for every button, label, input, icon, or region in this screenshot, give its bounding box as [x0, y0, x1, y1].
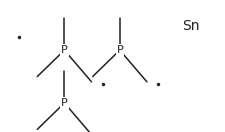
Text: P: P	[116, 45, 123, 55]
Text: P: P	[61, 98, 68, 108]
Text: Sn: Sn	[181, 19, 199, 33]
Text: P: P	[61, 45, 68, 55]
